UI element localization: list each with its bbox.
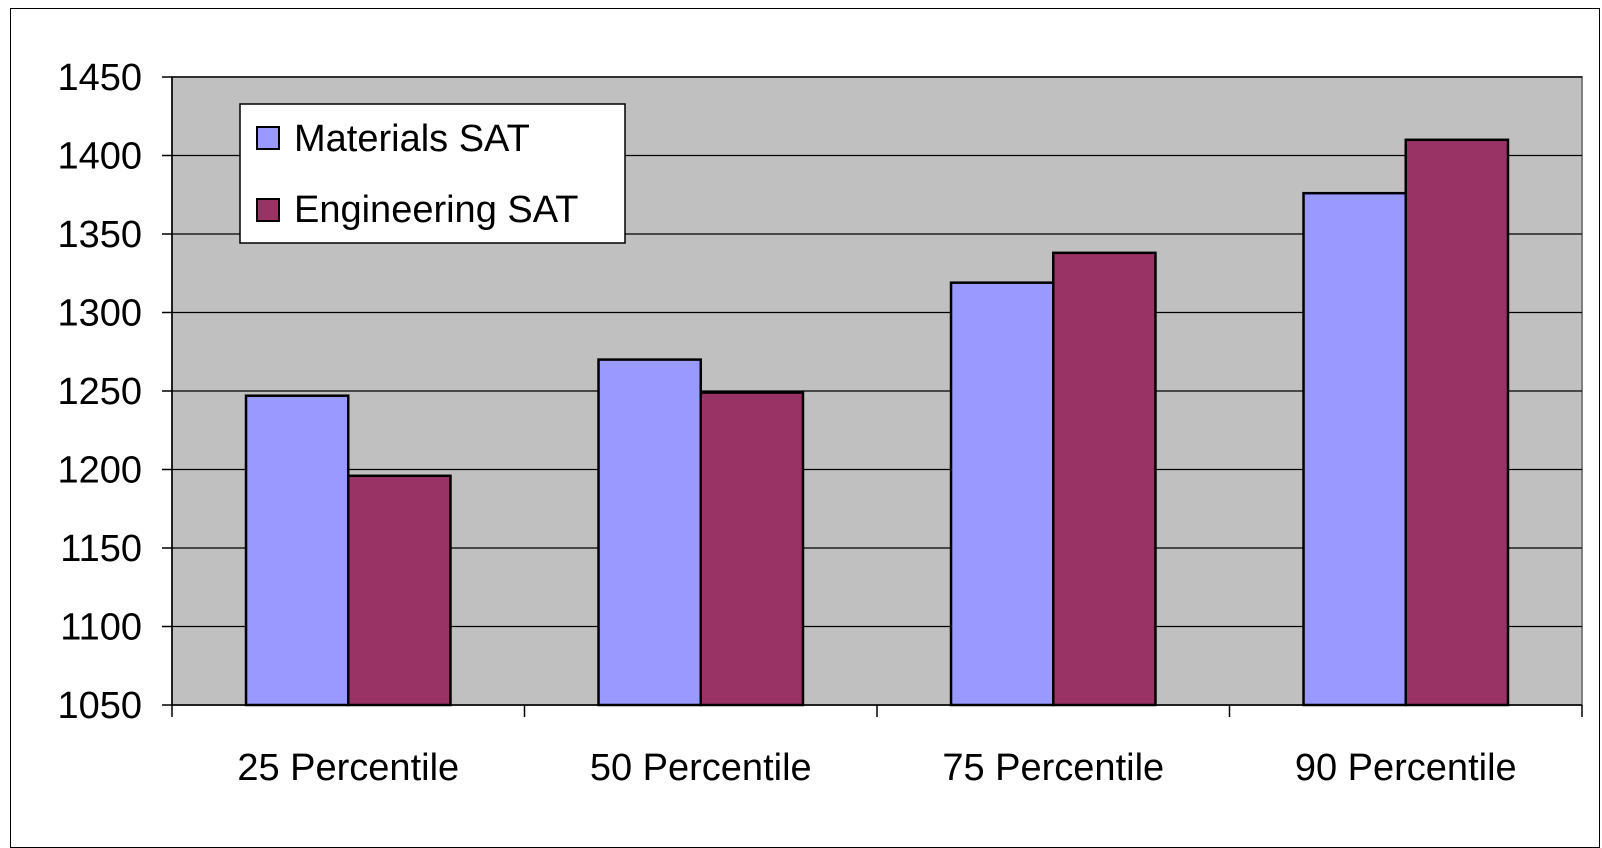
y-tick-label: 1350 (57, 214, 142, 256)
bar-engineering-2 (699, 391, 805, 707)
x-category-label: 50 Percentile (590, 747, 812, 789)
legend-label-materials: Materials SAT (294, 118, 530, 160)
bar-materials-4 (1302, 191, 1408, 707)
bar-engineering-4 (1404, 138, 1510, 707)
y-tick-label: 1450 (57, 57, 142, 99)
y-tick-label: 1400 (57, 136, 142, 178)
legend: Materials SAT Engineering SAT (239, 103, 626, 244)
bar-engineering-1 (347, 474, 452, 707)
y-tick-label: 1150 (60, 528, 142, 570)
bar-materials-3 (949, 281, 1055, 707)
y-tick-label: 1250 (57, 371, 142, 413)
x-category-label: 75 Percentile (942, 747, 1164, 789)
x-category-label: 90 Percentile (1295, 747, 1517, 789)
y-tick-label: 1300 (57, 293, 142, 335)
y-tick-label: 1100 (60, 607, 142, 649)
y-tick-labels: 1050 1100 1150 1200 1250 1300 1350 1400 1450 (57, 57, 142, 727)
legend-swatch-engineering (256, 198, 280, 222)
x-category-label: 25 Percentile (237, 747, 459, 789)
bar-materials-2 (597, 358, 703, 707)
legend-box (239, 103, 626, 244)
bar-engineering-3 (1052, 251, 1157, 707)
legend-swatch-materials (256, 126, 280, 150)
legend-label-engineering: Engineering SAT (294, 189, 578, 231)
y-tick-label: 1200 (57, 450, 142, 492)
y-tick-label: 1050 (57, 685, 142, 727)
bars (244, 138, 1510, 707)
axes (162, 76, 1583, 717)
x-category-labels: 25 Percentile 50 Percentile 75 Percentile 9… (237, 747, 1516, 789)
bar-materials-1 (244, 394, 350, 707)
